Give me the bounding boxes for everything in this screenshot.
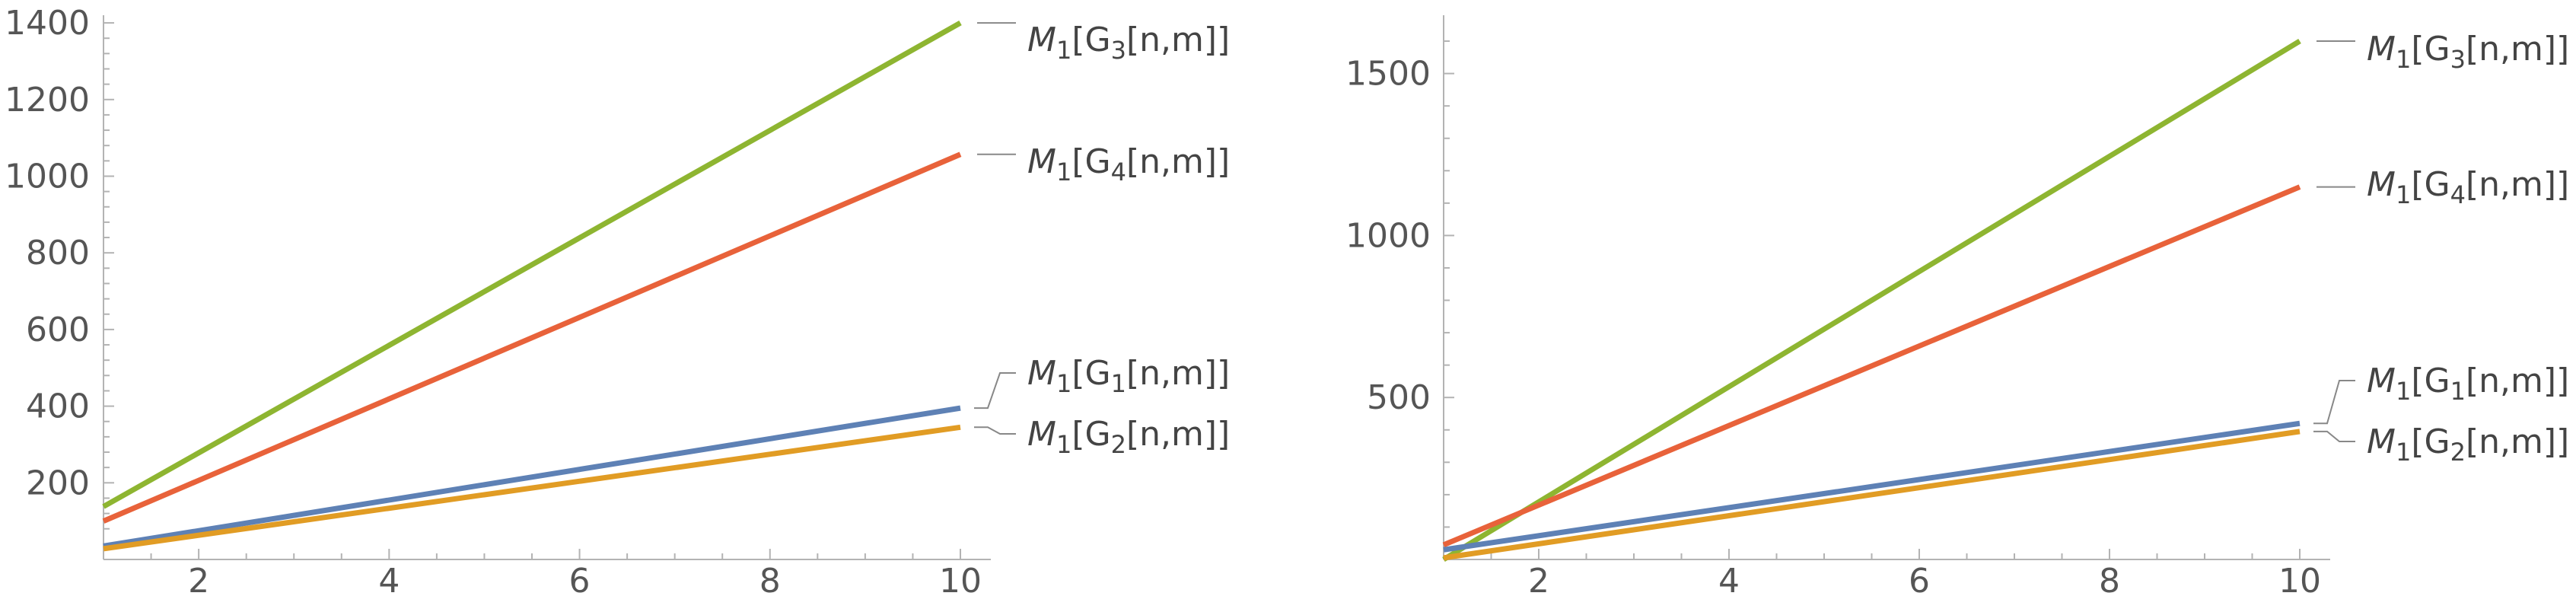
series-line-2 [102, 151, 962, 524]
y-tick-label: 1500 [1345, 55, 1431, 94]
series-line-1 [102, 21, 962, 509]
y-tick-label: 800 [26, 234, 90, 273]
x-tick-label: 2 [188, 562, 209, 596]
y-tick-label: 1000 [5, 157, 90, 196]
y-tick-label: 1400 [5, 4, 90, 43]
x-tick-label: 6 [1909, 562, 1930, 596]
y-tick-label: 200 [26, 464, 90, 502]
x-tick-label: 10 [939, 562, 982, 596]
legend-label: M1[G1[n,m]] [1027, 354, 1230, 398]
legend-leader-line [974, 426, 1016, 435]
legend-leader-line [2313, 380, 2355, 425]
series-line-1 [1442, 39, 2301, 562]
legend-label: M1[G3[n,m]] [1027, 21, 1230, 65]
legend-label: M1[G2[n,m]] [1027, 415, 1230, 459]
series-line-4 [1443, 429, 2301, 561]
legend-label: M1[G4[n,m]] [1027, 142, 1230, 186]
legend-leader-line [2313, 430, 2355, 442]
series-line-2 [1442, 184, 2301, 548]
chart-panel-1: 2 4 6 8 10 200 400 600 800 1000 1200 1400 M1[G3[n,m]… [5, 4, 1230, 596]
x-tick-label: 8 [759, 562, 781, 596]
x-tick-label: 4 [1718, 562, 1740, 596]
legend-label: M1[G4[n,m]] [2367, 165, 2569, 209]
series-line-3 [103, 405, 961, 549]
x-tick-label: 10 [2278, 562, 2321, 596]
legend-label: M1[G1[n,m]] [2367, 362, 2569, 406]
legend-label: M1[G2[n,m]] [2367, 422, 2569, 467]
y-tick-label: 600 [26, 311, 90, 349]
y-tick-label: 1000 [1345, 216, 1431, 255]
x-tick-label: 4 [378, 562, 400, 596]
y-tick-label: 400 [26, 387, 90, 426]
series-line-3 [1443, 420, 2301, 553]
x-tick-label: 2 [1528, 562, 1549, 596]
y-tick-label: 1200 [5, 81, 90, 120]
series-line-4 [103, 424, 961, 552]
legend-label: M1[G3[n,m]] [2367, 30, 2569, 74]
chart-panel-2: 2 4 6 8 10 500 1000 1500 M1[G3[n,m]] M1[G4[n,m]] M… [1345, 15, 2569, 596]
legend-leader-line [974, 372, 1016, 410]
x-tick-label: 8 [2099, 562, 2120, 596]
y-tick-label: 500 [1367, 378, 1431, 417]
x-tick-label: 6 [569, 562, 591, 596]
